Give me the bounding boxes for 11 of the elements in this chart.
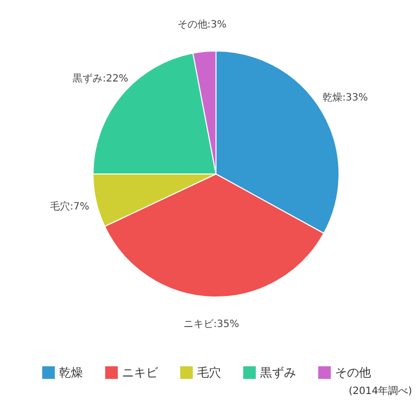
data-label: 乾燥:33% bbox=[322, 92, 368, 104]
data-label: ニキビ:35% bbox=[183, 318, 240, 330]
legend-label: その他 bbox=[335, 366, 371, 380]
legend-label: 毛穴 bbox=[197, 366, 221, 380]
data-label: 黒ずみ:22% bbox=[72, 72, 128, 84]
data-label: 毛穴:7% bbox=[50, 200, 90, 213]
legend-label: 乾燥 bbox=[59, 366, 83, 380]
legend-label: 黒ずみ bbox=[260, 366, 296, 380]
text: (2014年調べ) bbox=[348, 385, 412, 397]
data-label: その他:3% bbox=[177, 18, 226, 31]
legend-label: ニキビ bbox=[122, 366, 159, 380]
